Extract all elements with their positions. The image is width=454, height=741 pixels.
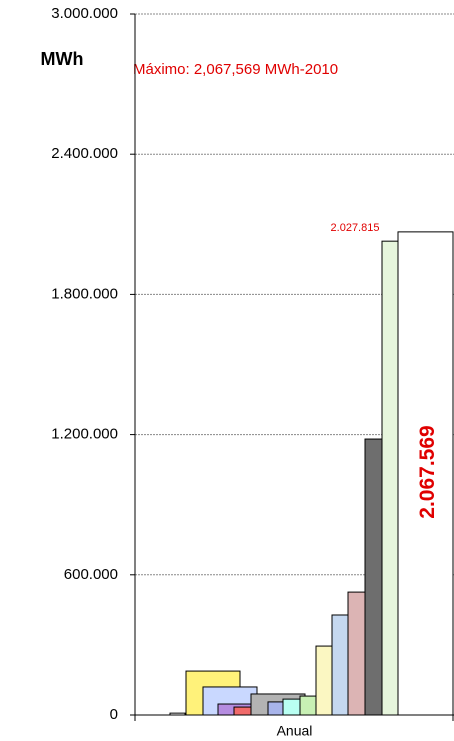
annotation: Máximo: 2,067,569 MWh-2010: [133, 61, 338, 78]
bar: [347, 591, 366, 716]
bar: [299, 695, 317, 716]
y-tick-label: 3.000.000: [51, 5, 118, 22]
y-tick-label: 1.800.000: [51, 285, 118, 302]
y-tick-label: 600.000: [64, 566, 118, 583]
bar: [315, 645, 334, 716]
y-axis-label: MWh: [41, 49, 84, 69]
bar: [169, 712, 186, 716]
bar: [364, 438, 383, 716]
x-tick-label: Anual: [277, 723, 313, 739]
bar: [381, 240, 399, 716]
y-tick-label: 2.400.000: [51, 145, 118, 162]
y-tick-label: 1.200.000: [51, 426, 118, 443]
data-label: 2.027.815: [331, 222, 380, 234]
bar: [397, 231, 454, 716]
data-label: 2.067.569: [416, 425, 439, 518]
y-tick-label: 0: [110, 706, 118, 723]
bar: [331, 614, 350, 716]
